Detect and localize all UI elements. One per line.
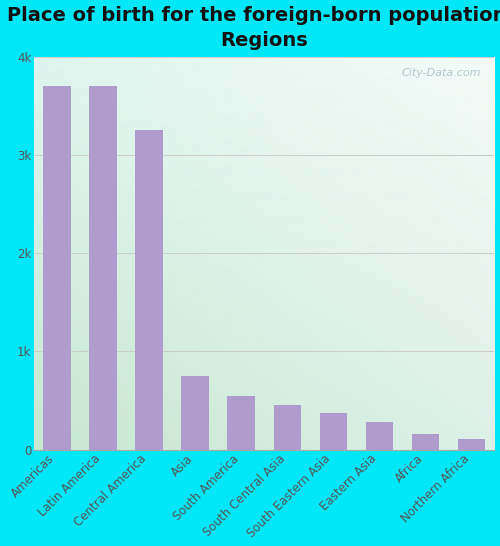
Title: Place of birth for the foreign-born population -
Regions: Place of birth for the foreign-born popu… xyxy=(7,5,500,50)
Bar xyxy=(458,439,485,450)
Bar xyxy=(136,130,163,450)
Bar xyxy=(182,376,209,450)
Bar xyxy=(274,406,301,450)
Text: City-Data.com: City-Data.com xyxy=(401,68,480,79)
Bar xyxy=(44,86,71,450)
Bar xyxy=(320,413,347,450)
Bar xyxy=(412,434,439,450)
Bar xyxy=(90,86,117,450)
Bar xyxy=(228,396,255,450)
Bar xyxy=(366,422,393,450)
